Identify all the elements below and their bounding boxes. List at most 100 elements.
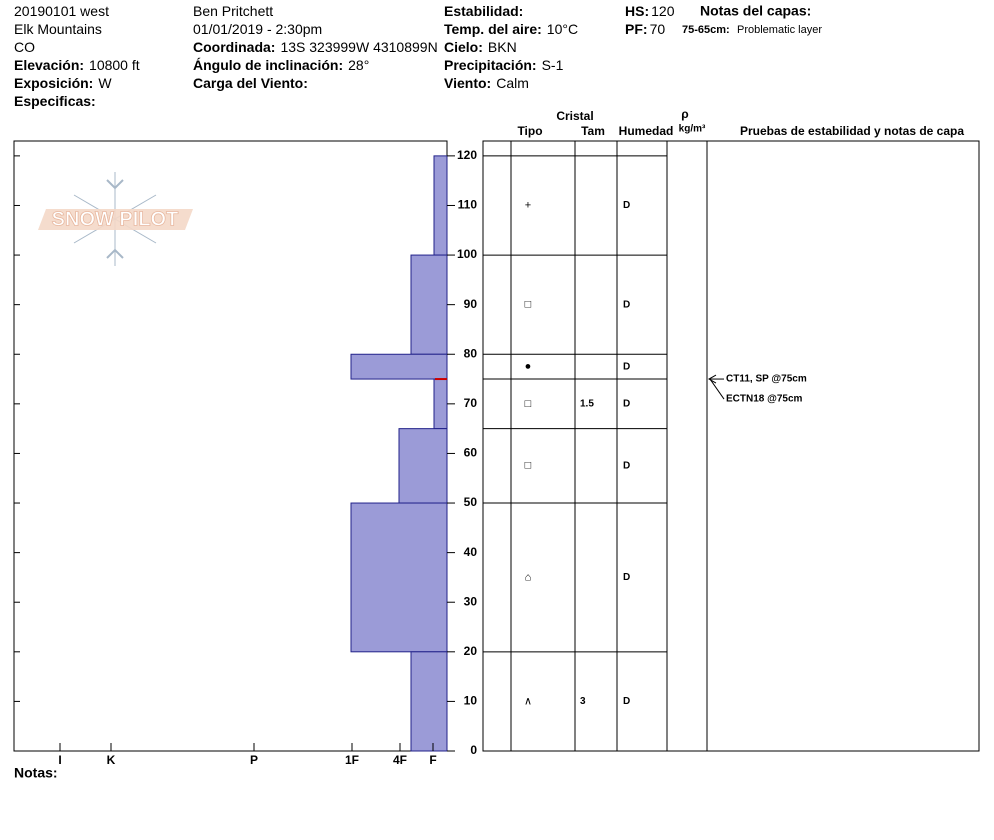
field-value: BKN xyxy=(488,39,517,55)
x-tick-label: 1F xyxy=(345,753,359,767)
field-value: 70 xyxy=(650,21,666,37)
header-type: Tipo xyxy=(517,124,542,138)
hardness-bar xyxy=(433,378,448,430)
layer-note-text: Problematic layer xyxy=(737,24,822,36)
field-value: 120 xyxy=(651,3,675,19)
test-arrow xyxy=(709,378,725,400)
hardness-bar xyxy=(350,353,448,380)
field-label: Coordinada: xyxy=(193,39,275,55)
header-density-unit: kg/m³ xyxy=(679,124,706,135)
header-moisture: Humedad xyxy=(619,124,674,138)
field-label: Viento: xyxy=(444,75,491,91)
header-field: 20190101 west xyxy=(14,3,109,19)
header-crystal: Cristal xyxy=(556,109,593,123)
field-label: PF: xyxy=(625,21,648,37)
x-tick-label: F xyxy=(429,753,436,767)
field-label: Temp. del aire: xyxy=(444,21,542,37)
x-tick-label: I xyxy=(58,753,61,767)
field-value: Calm xyxy=(496,75,529,91)
header-field: Elevación: 10800 ft xyxy=(14,57,140,73)
grain-type: ● xyxy=(525,361,532,373)
hardness-bar xyxy=(410,254,448,355)
header-field: HS: 120 xyxy=(625,3,675,19)
field-value: 10°C xyxy=(547,21,578,37)
header-field: Elk Mountains xyxy=(14,21,102,37)
table-frame xyxy=(482,140,980,752)
header-field: Estabilidad: xyxy=(444,3,523,19)
field-label: Cielo: xyxy=(444,39,483,55)
y-tick-label: 60 xyxy=(464,446,478,460)
field-value: Ben Pritchett xyxy=(193,3,273,19)
moisture: D xyxy=(623,572,630,583)
notes-label: Notas: xyxy=(14,765,58,781)
grain-size: 1.5 xyxy=(580,398,594,409)
field-value: Elk Mountains xyxy=(14,21,102,37)
field-value: 01/01/2019 - 2:30pm xyxy=(193,21,322,37)
header-field: Ángulo de inclinación: 28° xyxy=(193,57,369,73)
moisture: D xyxy=(623,696,630,707)
field-label: Estabilidad: xyxy=(444,3,523,19)
header-field: Exposición: W xyxy=(14,75,112,91)
moisture: D xyxy=(623,200,630,211)
field-label: Elevación: xyxy=(14,57,84,73)
y-tick-label: 100 xyxy=(457,247,477,261)
y-tick-label: 20 xyxy=(464,644,478,658)
hardness-bar xyxy=(398,428,448,504)
y-tick-label: 40 xyxy=(464,545,478,559)
header-field: Coordinada: 13S 323999W 4310899N xyxy=(193,39,438,55)
moisture: D xyxy=(623,398,630,409)
y-tick-label: 70 xyxy=(464,396,478,410)
header-field: Ben Pritchett xyxy=(193,3,273,19)
header-field: Temp. del aire: 10°C xyxy=(444,21,578,37)
arrow-head xyxy=(707,374,717,384)
grain-type: □ xyxy=(525,398,532,410)
layer-notes-title: Notas del capas: xyxy=(700,3,811,19)
test-result: ECTN18 @75cm xyxy=(726,394,803,405)
logo-text: SNOW PILOT xyxy=(52,208,179,230)
grain-type: + xyxy=(525,199,531,211)
field-value: CO xyxy=(14,39,35,55)
hardness-bar xyxy=(433,155,448,256)
y-tick-label: 110 xyxy=(458,198,478,212)
grain-type: □ xyxy=(525,299,532,311)
field-value: 20190101 west xyxy=(14,3,109,19)
y-tick-label: 10 xyxy=(464,694,478,708)
grain-size: 3 xyxy=(580,696,586,707)
x-tick-label: 4F xyxy=(393,753,407,767)
grain-type: ∧ xyxy=(524,695,532,707)
header-size: Tam xyxy=(581,124,605,138)
grain-type: ⌂ xyxy=(525,571,532,583)
header-field: CO xyxy=(14,39,35,55)
y-tick-label: 90 xyxy=(464,297,478,311)
header-field: Precipitación: S-1 xyxy=(444,57,564,73)
header-field: PF: 70 xyxy=(625,21,665,37)
layer-note-label: 75-65cm: xyxy=(682,24,730,36)
field-label: Carga del Viento: xyxy=(193,75,308,91)
field-value: 10800 ft xyxy=(89,57,140,73)
field-label: Exposición: xyxy=(14,75,93,91)
field-label: Precipitación: xyxy=(444,57,537,73)
y-tick-label: 0 xyxy=(470,743,477,757)
logo-band xyxy=(38,209,193,230)
header-field: Cielo: BKN xyxy=(444,39,517,55)
header-field: Viento: Calm xyxy=(444,75,529,91)
field-value: W xyxy=(98,75,112,91)
field-label: HS: xyxy=(625,3,649,19)
x-tick-label: K xyxy=(107,753,116,767)
y-tick-label: 80 xyxy=(464,346,478,360)
hardness-bar xyxy=(410,651,448,752)
moisture: D xyxy=(623,299,630,310)
grain-type: □ xyxy=(525,460,532,472)
hardness-bar xyxy=(350,502,448,653)
field-value: 28° xyxy=(348,57,369,73)
test-result: CT11, SP @75cm xyxy=(726,374,807,385)
x-tick-label: P xyxy=(250,753,258,767)
header-field: 01/01/2019 - 2:30pm xyxy=(193,21,322,37)
y-tick-label: 50 xyxy=(464,495,478,509)
field-value: 13S 323999W 4310899N xyxy=(280,39,437,55)
header-density: ρ xyxy=(681,107,688,121)
header-field: Carga del Viento: xyxy=(193,75,308,91)
header-field: Especificas: xyxy=(14,93,96,109)
field-label: Especificas: xyxy=(14,93,96,109)
